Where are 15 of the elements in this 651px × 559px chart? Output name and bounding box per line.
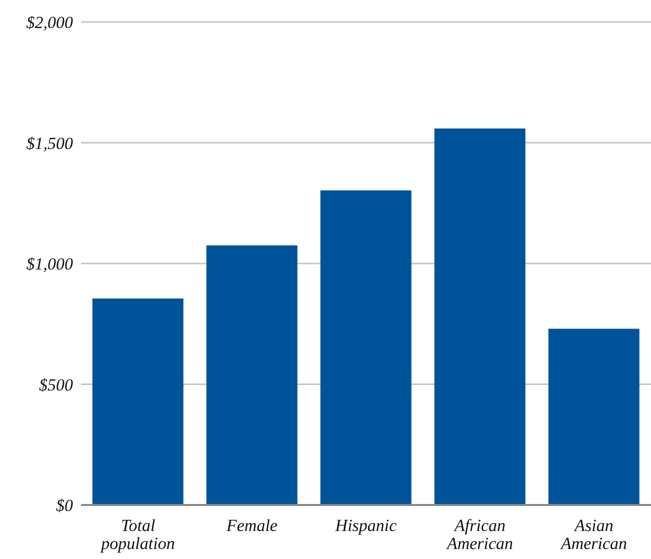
x-tick-label: Total population <box>100 516 175 553</box>
bar <box>548 328 640 505</box>
y-tick-label: $1,500 <box>26 134 74 153</box>
y-tick-label: $500 <box>39 375 74 394</box>
bar <box>206 245 298 505</box>
x-tick-label: Hispanic <box>334 516 398 535</box>
bar <box>320 190 412 505</box>
x-tick-label: Asian American <box>560 516 628 553</box>
bar <box>92 298 184 505</box>
bar <box>434 128 526 505</box>
x-tick-label: Female <box>226 516 278 535</box>
y-tick-label: $1,000 <box>26 254 74 274</box>
x-tick-label: African American <box>446 516 514 553</box>
y-tick-label: $0 <box>56 496 74 516</box>
y-tick-label: $2,000 <box>26 13 74 32</box>
